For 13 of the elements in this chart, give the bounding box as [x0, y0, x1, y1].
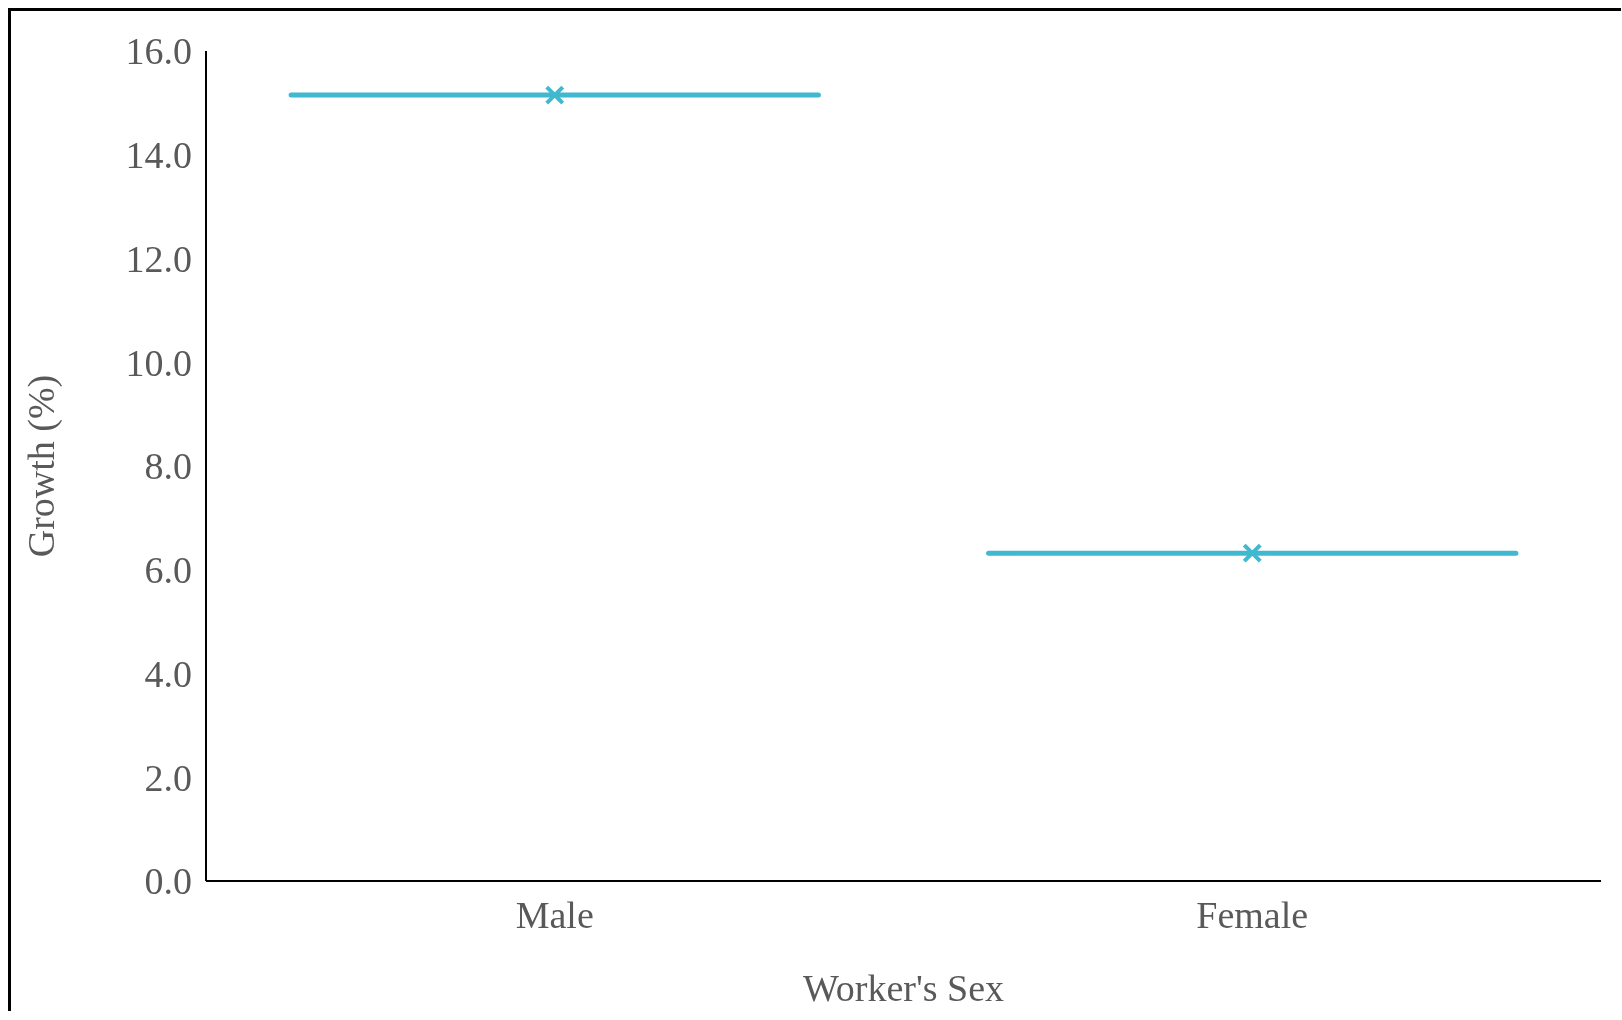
y-tick-label: 6.0: [144, 549, 192, 592]
y-tick-label: 8.0: [144, 445, 192, 488]
x-axis-title: Worker's Sex: [802, 967, 1005, 1009]
y-tick-label: 10.0: [125, 341, 192, 384]
y-axis-title: Growth (%): [20, 374, 64, 558]
y-tick-label: 16.0: [125, 30, 192, 73]
y-tick-label: 2.0: [144, 756, 192, 799]
y-tick-label: 12.0: [125, 237, 192, 280]
x-tick-label: Female: [1196, 893, 1309, 936]
x-tick-label: Male: [515, 893, 594, 936]
y-tick-label: 0.0: [144, 860, 192, 903]
y-tick-label: 4.0: [144, 652, 192, 695]
y-tick-label: 14.0: [125, 134, 192, 177]
